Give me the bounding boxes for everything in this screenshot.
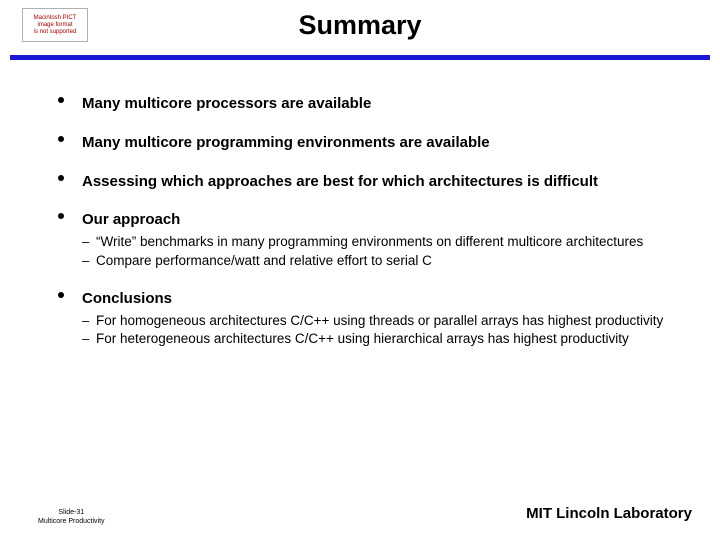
bullet-dot-icon [58,175,64,181]
bullet-text: Many multicore programming environments … [82,134,490,153]
sub-bullet-item: – For homogeneous architectures C/C++ us… [82,313,668,330]
slide: Macintosh PICT image format is not suppo… [0,0,720,540]
bullet-dot-icon [58,213,64,219]
footer-slide-number: Slide-31 [38,509,105,517]
bullet-item: Assessing which approaches are best for … [58,173,668,192]
sub-list: – “Write” benchmarks in many programming… [82,234,668,270]
dash-icon: – [82,313,96,329]
content-area: Many multicore processors are available … [58,95,668,350]
footer-slide-topic: Multicore Productivity [38,518,105,526]
sub-bullet-text: For homogeneous architectures C/C++ usin… [96,313,668,330]
sub-list: – For homogeneous architectures C/C++ us… [82,313,668,349]
sub-bullet-item: – For heterogeneous architectures C/C++ … [82,331,668,348]
sub-bullet-item: – Compare performance/watt and relative … [82,253,668,270]
bullet-dot-icon [58,97,64,103]
bullet-text: Our approach [82,211,180,230]
bullet-dot-icon [58,136,64,142]
bullet-item: Our approach [58,211,668,230]
bullet-text: Assessing which approaches are best for … [82,173,598,192]
dash-icon: – [82,253,96,269]
sub-bullet-text: Compare performance/watt and relative ef… [96,253,668,270]
dash-icon: – [82,331,96,347]
bullet-text: Conclusions [82,290,172,309]
bullet-item: Many multicore processors are available [58,95,668,114]
title-rule [10,55,710,60]
bullet-item: Many multicore programming environments … [58,134,668,153]
bullet-item: Conclusions [58,290,668,309]
bullet-text: Many multicore processors are available [82,95,371,114]
footer-lab-name: MIT Lincoln Laboratory [526,505,692,522]
sub-bullet-text: For heterogeneous architectures C/C++ us… [96,331,668,348]
footer-slide-info: Slide-31 Multicore Productivity [38,509,105,526]
bullet-dot-icon [58,292,64,298]
dash-icon: – [82,234,96,250]
page-title: Summary [0,10,720,41]
sub-bullet-item: – “Write” benchmarks in many programming… [82,234,668,251]
sub-bullet-text: “Write” benchmarks in many programming e… [96,234,668,251]
